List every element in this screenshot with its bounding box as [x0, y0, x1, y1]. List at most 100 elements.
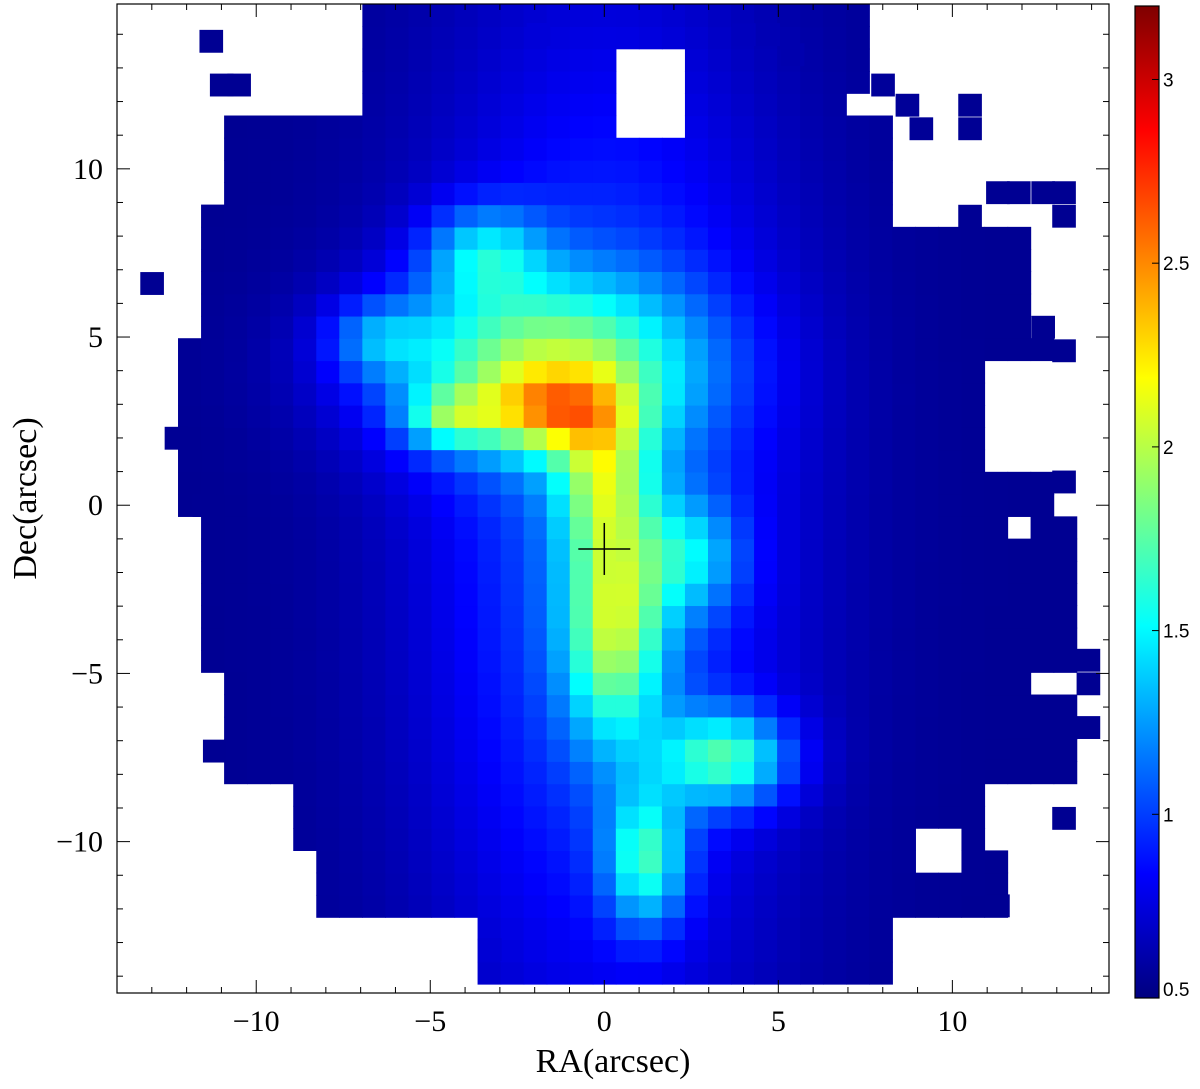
heatmap-pixel	[523, 805, 548, 829]
heatmap-pixel	[431, 494, 456, 517]
heatmap-pixel	[316, 694, 340, 718]
heatmap-pixel	[316, 293, 340, 317]
heatmap-pixel	[823, 761, 847, 785]
heatmap-pixel	[408, 4, 433, 28]
heatmap-pixel	[569, 427, 594, 451]
heatmap-pixel	[477, 382, 502, 406]
heatmap-pixel	[385, 338, 410, 362]
heatmap-pixel	[869, 471, 893, 495]
heatmap-pixel	[408, 583, 433, 607]
heatmap-pixel	[615, 672, 640, 696]
heatmap-pixel	[523, 48, 548, 72]
heatmap-pixel	[293, 627, 317, 651]
heatmap-pixel	[546, 293, 571, 317]
heatmap-pixel	[546, 70, 571, 94]
heatmap-pixel	[224, 494, 248, 517]
heatmap-pixel	[316, 226, 340, 250]
heatmap-pixel	[707, 761, 732, 785]
heatmap-pixel	[316, 338, 340, 362]
heatmap-pixel	[707, 583, 732, 607]
heatmap-pixel	[800, 783, 824, 807]
colorbar-tick-label: 1.5	[1163, 622, 1189, 643]
heatmap-pixel	[661, 315, 686, 339]
heatmap-pixel	[454, 471, 479, 495]
heatmap-pixel	[546, 271, 571, 295]
heatmap-pixel	[293, 716, 317, 740]
heatmap-pixel	[754, 716, 778, 740]
heatmap-pixel	[915, 627, 940, 651]
heatmap-pixel	[224, 649, 248, 673]
heatmap-pixel	[731, 93, 755, 117]
heatmap-pixel	[823, 805, 847, 829]
heatmap-pixel	[546, 627, 571, 651]
heatmap-pixel	[800, 805, 824, 829]
heatmap-pixel	[1030, 560, 1055, 584]
heatmap-pixel	[984, 649, 1009, 673]
heatmap-pixel	[731, 4, 755, 28]
heatmap-pixel	[1053, 739, 1078, 762]
heatmap-pixel	[477, 93, 502, 117]
heatmap-pixel	[961, 315, 986, 339]
heatmap-pixel	[869, 828, 893, 851]
heatmap-pixel	[362, 382, 386, 406]
heatmap-pixel	[247, 494, 271, 517]
heatmap-pixel	[1007, 627, 1032, 651]
heatmap-pixel	[892, 315, 916, 339]
heatmap-pixel	[823, 605, 847, 629]
heatmap-pixel	[823, 315, 847, 339]
heatmap-pixel	[961, 605, 986, 629]
heatmap-pixel	[201, 271, 225, 295]
heatmap-pixel	[777, 694, 801, 718]
heatmap-pixel	[707, 70, 732, 94]
heatmap-pixel	[961, 338, 986, 362]
heatmap-pixel	[777, 605, 801, 629]
heatmap-pixel	[1053, 605, 1078, 629]
heatmap-pixel	[938, 494, 963, 517]
heatmap-pixel	[846, 694, 870, 718]
heatmap-pixel	[684, 405, 709, 428]
heatmap-pixel	[661, 761, 686, 785]
heatmap-pixel	[615, 427, 640, 451]
heatmap-pixel	[569, 605, 594, 629]
heatmap-pixel	[707, 560, 732, 584]
heatmap-pixel	[546, 48, 571, 72]
heatmap-pixel	[1006, 739, 1031, 763]
heatmap-pixel	[754, 160, 778, 183]
heatmap-pixel	[477, 249, 502, 272]
heatmap-pixel	[477, 226, 502, 250]
heatmap-pixel	[270, 249, 294, 272]
heatmap-pixel	[892, 761, 916, 785]
heatmap-pixel	[546, 805, 571, 829]
heatmap-pixel	[938, 271, 963, 295]
heatmap-pixel	[477, 427, 502, 451]
heatmap-pixel	[408, 850, 433, 874]
heatmap-pixel	[385, 694, 410, 718]
heatmap-pixel	[707, 338, 732, 362]
heatmap-pixel	[707, 226, 732, 250]
heatmap-pixel	[477, 872, 502, 896]
heatmap-pixel	[754, 226, 778, 250]
heatmap-pixel	[638, 739, 663, 762]
heatmap-pixel	[270, 271, 294, 295]
heatmap-pixel	[592, 805, 617, 829]
heatmap-pixel	[270, 583, 294, 607]
heatmap-pixel	[569, 93, 594, 117]
heatmap-pixel	[523, 627, 548, 651]
heatmap-pixel	[500, 961, 525, 985]
heatmap-pixel	[661, 271, 686, 295]
heatmap-pixel	[846, 449, 870, 473]
heatmap-pixel	[1030, 627, 1055, 651]
heatmap-pixel	[869, 694, 893, 718]
heatmap-pixel	[592, 850, 617, 874]
heatmap-pixel	[339, 605, 363, 629]
heatmap-pixel	[408, 449, 433, 473]
heatmap-pixel	[961, 761, 986, 785]
heatmap-pixel	[339, 338, 363, 362]
heatmap-pixel	[731, 494, 755, 517]
heatmap-pixel	[754, 894, 778, 918]
heatmap-pixel	[362, 516, 386, 540]
heatmap-pixel	[523, 382, 548, 406]
heatmap-pixel	[454, 850, 479, 874]
heatmap-pixel	[224, 605, 248, 629]
heatmap-pixel	[661, 850, 686, 874]
